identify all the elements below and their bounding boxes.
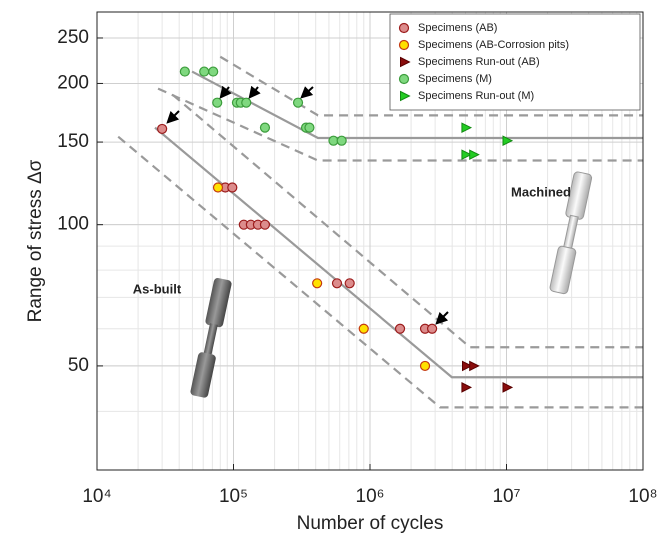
legend-label: Specimens (M): [418, 73, 492, 85]
point: [212, 182, 224, 193]
icon-part: [190, 352, 216, 398]
icon-part: [203, 323, 218, 357]
plot-frame: [96, 11, 644, 471]
point: [426, 323, 438, 334]
y-tick-label: 200: [57, 72, 89, 93]
arrows: [166, 85, 449, 325]
point: [259, 219, 271, 230]
point: [227, 182, 238, 193]
x-tick-label: 10⁸: [628, 486, 657, 507]
machined-specimen-icon: [549, 171, 593, 295]
arrow: [248, 85, 261, 99]
point: [358, 323, 369, 334]
point: [199, 66, 210, 77]
point: [336, 135, 347, 146]
y-tick-label: 50: [68, 355, 89, 376]
point: [312, 278, 323, 289]
fit-line: [157, 87, 643, 162]
fit-line: [117, 135, 643, 409]
point: [331, 278, 343, 289]
x-tick-label: 10⁷: [492, 486, 520, 507]
legend-label: Specimens (AB): [418, 22, 497, 34]
arrow: [219, 85, 232, 99]
point: [461, 360, 473, 372]
point: [419, 360, 431, 372]
points: [157, 66, 514, 393]
point: [502, 382, 514, 393]
point: [469, 149, 480, 160]
point: [157, 123, 168, 135]
arrow: [435, 311, 449, 325]
y-axis-label: Range of stress Δσ: [25, 159, 46, 322]
legend-marker: [398, 22, 410, 34]
legend-marker: [398, 73, 410, 85]
fit-line: [154, 126, 643, 379]
point: [461, 382, 473, 393]
point: [208, 66, 219, 77]
point: [259, 122, 271, 133]
icon-part: [205, 277, 232, 328]
y-tick-label: 100: [57, 214, 89, 235]
legend-marker: [400, 56, 411, 68]
legend-marker: [398, 39, 410, 51]
fit-line: [191, 70, 643, 140]
icon-part: [562, 214, 579, 251]
point: [502, 135, 514, 147]
fit-line: [219, 55, 643, 117]
point: [461, 149, 473, 160]
point: [394, 323, 406, 334]
annotation: As-built: [133, 281, 182, 296]
x-axis-label: Number of cycles: [297, 513, 444, 534]
point: [241, 97, 252, 108]
point: [344, 278, 355, 289]
point: [304, 122, 315, 133]
point: [179, 66, 190, 77]
x-tick-label: 10⁶: [356, 486, 385, 507]
x-tick-label: 10⁵: [219, 486, 248, 507]
arrow: [166, 110, 180, 124]
icon-part: [549, 245, 577, 295]
legend-label: Specimens Run-out (M): [418, 90, 534, 102]
legend-label: Specimens Run-out (AB): [418, 56, 540, 68]
point: [212, 97, 223, 108]
annotation: Machined: [511, 184, 571, 199]
grid: [96, 12, 644, 470]
fit-lines: [117, 55, 643, 409]
y-tick-label: 150: [57, 131, 89, 152]
arrow: [300, 86, 314, 99]
legend-box: [389, 13, 641, 111]
point: [469, 360, 480, 372]
legend-label: Specimens (AB-Corrosion pits): [418, 39, 569, 51]
y-tick-label: 250: [57, 27, 89, 48]
legend-marker: [400, 90, 411, 102]
point: [292, 97, 304, 108]
legend: Specimens (AB) Specimens (AB-Corrosion pi…: [389, 13, 641, 111]
as-built-specimen-icon: [190, 277, 232, 398]
x-tick-label: 10⁴: [82, 486, 111, 507]
point: [461, 122, 473, 133]
